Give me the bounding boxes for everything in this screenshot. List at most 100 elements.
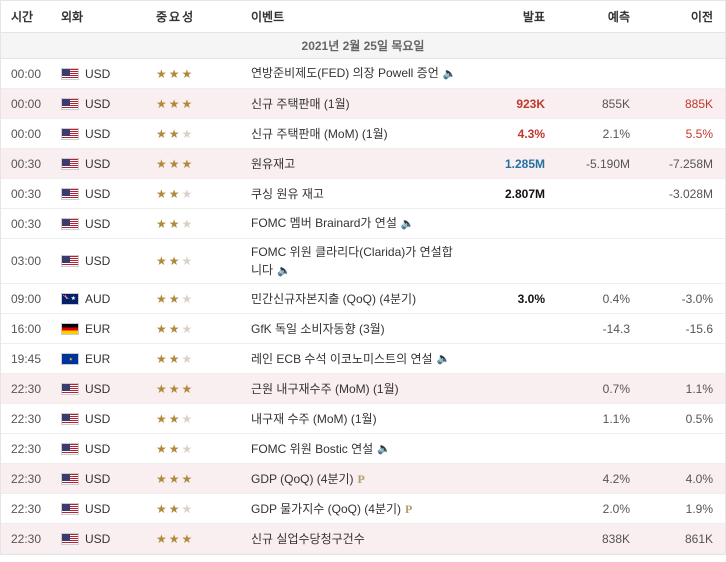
col-actual-header: 발표	[470, 8, 555, 25]
currency-code: USD	[85, 67, 110, 81]
cell-time: 00:00	[1, 97, 61, 111]
cell-importance: ★★★	[156, 442, 251, 456]
cell-event[interactable]: 신규 실업수당청구건수	[251, 530, 470, 548]
table-row[interactable]: 22:30USD★★★GDP (QoQ) (4분기)P4.2%4.0%	[1, 464, 725, 494]
event-title: 레인 ECB 수석 이코노미스트의 연설	[251, 352, 433, 366]
table-row[interactable]: 03:00USD★★★FOMC 위원 클라리다(Clarida)가 연설합니다🔈	[1, 239, 725, 284]
table-row[interactable]: 00:00USD★★★신규 주택판매 (1월)923K855K885K	[1, 89, 725, 119]
cell-event[interactable]: GDP (QoQ) (4분기)P	[251, 470, 470, 488]
speaker-icon: 🔈	[377, 441, 391, 458]
cell-currency: USD	[61, 187, 156, 201]
us-flag-icon	[61, 413, 79, 425]
cell-event[interactable]: 연방준비제도(FED) 의장 Powell 증언🔈	[251, 64, 470, 82]
table-body: 00:00USD★★★연방준비제도(FED) 의장 Powell 증언🔈00:0…	[1, 59, 725, 554]
cell-previous: 4.0%	[640, 472, 725, 486]
cell-event[interactable]: 레인 ECB 수석 이코노미스트의 연설🔈	[251, 350, 470, 368]
star-filled-icon: ★	[156, 217, 169, 231]
cell-importance: ★★★	[156, 187, 251, 201]
star-filled-icon: ★	[169, 382, 182, 396]
cell-importance: ★★★	[156, 502, 251, 516]
event-title: GDP 물가지수 (QoQ) (4분기)	[251, 502, 401, 516]
cell-forecast: -14.3	[555, 322, 640, 336]
table-row[interactable]: 00:30USD★★★원유재고1.285M-5.190M-7.258M	[1, 149, 725, 179]
cell-time: 22:30	[1, 382, 61, 396]
star-filled-icon: ★	[156, 472, 169, 486]
star-filled-icon: ★	[169, 67, 182, 81]
cell-previous: 1.9%	[640, 502, 725, 516]
table-row[interactable]: 00:30USD★★★쿠싱 원유 재고2.807M-3.028M	[1, 179, 725, 209]
table-row[interactable]: 00:30USD★★★FOMC 멤버 Brainard가 연설🔈	[1, 209, 725, 239]
star-filled-icon: ★	[169, 187, 182, 201]
event-title: 원유재고	[251, 157, 295, 171]
cell-time: 09:00	[1, 292, 61, 306]
star-filled-icon: ★	[169, 217, 182, 231]
cell-forecast: 838K	[555, 532, 640, 546]
us-flag-icon	[61, 188, 79, 200]
table-row[interactable]: 09:00AUD★★★민간신규자본지출 (QoQ) (4분기)3.0%0.4%-…	[1, 284, 725, 314]
preliminary-icon: P	[405, 500, 412, 518]
cell-previous: -3.0%	[640, 292, 725, 306]
currency-code: USD	[85, 127, 110, 141]
us-flag-icon	[61, 443, 79, 455]
star-empty-icon: ★	[182, 412, 195, 426]
cell-event[interactable]: FOMC 멤버 Brainard가 연설🔈	[251, 214, 470, 232]
cell-event[interactable]: GDP 물가지수 (QoQ) (4분기) P	[251, 500, 470, 518]
event-title: 근원 내구재수주 (MoM) (1월)	[251, 382, 399, 396]
cell-currency: USD	[61, 442, 156, 456]
currency-code: EUR	[85, 322, 110, 336]
star-empty-icon: ★	[182, 292, 195, 306]
cell-time: 22:30	[1, 502, 61, 516]
event-title: FOMC 멤버 Brainard가 연설	[251, 216, 397, 230]
cell-previous: -3.028M	[640, 187, 725, 201]
cell-importance: ★★★	[156, 67, 251, 81]
us-flag-icon	[61, 255, 79, 267]
cell-event[interactable]: FOMC 위원 클라리다(Clarida)가 연설합니다🔈	[251, 243, 470, 279]
star-empty-icon: ★	[182, 502, 195, 516]
us-flag-icon	[61, 68, 79, 80]
star-filled-icon: ★	[182, 67, 195, 81]
economic-calendar: 시간 외화 중요성 이벤트 발표 예측 이전 2021년 2월 25일 목요일 …	[0, 0, 726, 555]
cell-event[interactable]: 근원 내구재수주 (MoM) (1월)	[251, 380, 470, 398]
cell-importance: ★★★	[156, 217, 251, 231]
cell-event[interactable]: 민간신규자본지출 (QoQ) (4분기)	[251, 290, 470, 308]
cell-event[interactable]: FOMC 위원 Bostic 연설🔈	[251, 440, 470, 458]
star-filled-icon: ★	[169, 322, 182, 336]
table-row[interactable]: 16:00EUR★★★GfK 독일 소비자동향 (3월)-14.3-15.6	[1, 314, 725, 344]
star-filled-icon: ★	[182, 97, 195, 111]
table-row[interactable]: 22:30USD★★★신규 실업수당청구건수838K861K	[1, 524, 725, 554]
currency-code: USD	[85, 382, 110, 396]
table-row[interactable]: 22:30USD★★★FOMC 위원 Bostic 연설🔈	[1, 434, 725, 464]
us-flag-icon	[61, 503, 79, 515]
col-time-header: 시간	[1, 8, 61, 25]
us-flag-icon	[61, 218, 79, 230]
cell-event[interactable]: 원유재고	[251, 155, 470, 173]
speaker-icon: 🔈	[443, 66, 457, 83]
cell-event[interactable]: 신규 주택판매 (MoM) (1월)	[251, 125, 470, 143]
star-filled-icon: ★	[156, 412, 169, 426]
cell-event[interactable]: 내구재 수주 (MoM) (1월)	[251, 410, 470, 428]
cell-time: 03:00	[1, 254, 61, 268]
star-filled-icon: ★	[182, 157, 195, 171]
cell-event[interactable]: GfK 독일 소비자동향 (3월)	[251, 320, 470, 338]
table-row[interactable]: 00:00USD★★★신규 주택판매 (MoM) (1월)4.3%2.1%5.5…	[1, 119, 725, 149]
table-row[interactable]: 22:30USD★★★GDP 물가지수 (QoQ) (4분기)P2.0%1.9%	[1, 494, 725, 524]
cell-currency: USD	[61, 502, 156, 516]
star-empty-icon: ★	[182, 127, 195, 141]
cell-importance: ★★★	[156, 472, 251, 486]
cell-previous: -15.6	[640, 322, 725, 336]
cell-importance: ★★★	[156, 127, 251, 141]
cell-event[interactable]: 쿠싱 원유 재고	[251, 185, 470, 203]
event-title: 내구재 수주 (MoM) (1월)	[251, 412, 377, 426]
cell-forecast: -5.190M	[555, 157, 640, 171]
table-row[interactable]: 19:45EUR★★★레인 ECB 수석 이코노미스트의 연설🔈	[1, 344, 725, 374]
table-row[interactable]: 22:30USD★★★내구재 수주 (MoM) (1월)1.1%0.5%	[1, 404, 725, 434]
currency-code: USD	[85, 472, 110, 486]
cell-time: 00:30	[1, 217, 61, 231]
table-row[interactable]: 00:00USD★★★연방준비제도(FED) 의장 Powell 증언🔈	[1, 59, 725, 89]
table-row[interactable]: 22:30USD★★★근원 내구재수주 (MoM) (1월)0.7%1.1%	[1, 374, 725, 404]
star-filled-icon: ★	[182, 532, 195, 546]
star-filled-icon: ★	[156, 442, 169, 456]
cell-event[interactable]: 신규 주택판매 (1월)	[251, 95, 470, 113]
star-filled-icon: ★	[156, 292, 169, 306]
cell-actual: 923K	[470, 97, 555, 111]
